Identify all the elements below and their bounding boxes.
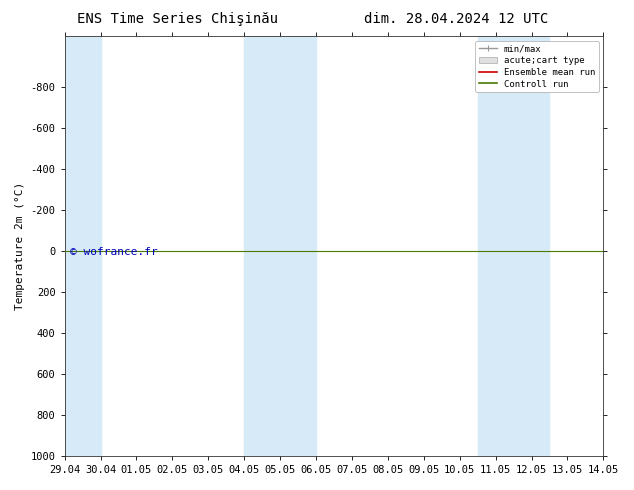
Y-axis label: Temperature 2m (°C): Temperature 2m (°C) xyxy=(15,182,25,310)
Text: ENS Time Series Chişinău: ENS Time Series Chişinău xyxy=(77,12,278,26)
Bar xyxy=(47,36,101,456)
Bar xyxy=(477,36,550,456)
Bar xyxy=(244,36,316,456)
Text: dim. 28.04.2024 12 UTC: dim. 28.04.2024 12 UTC xyxy=(365,12,548,26)
Text: © wofrance.fr: © wofrance.fr xyxy=(70,247,158,257)
Legend: min/max, acute;cart type, Ensemble mean run, Controll run: min/max, acute;cart type, Ensemble mean … xyxy=(475,41,599,92)
